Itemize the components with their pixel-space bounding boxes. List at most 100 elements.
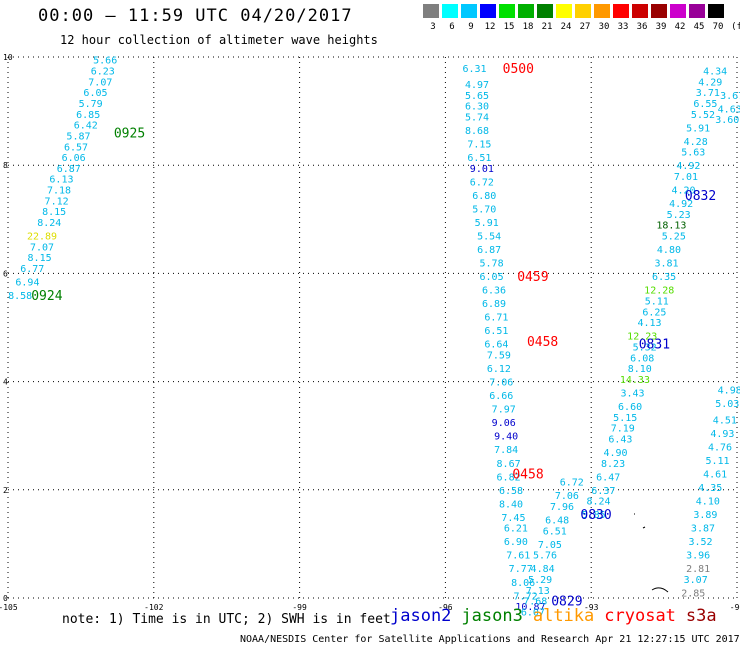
wave-height-value: 3.87	[691, 524, 715, 535]
wave-height-value: 6.36	[482, 286, 506, 297]
scale-swatch	[575, 4, 591, 18]
scale-label: 12	[484, 22, 496, 32]
wave-height-value: 12.23	[627, 332, 657, 343]
wave-height-value: 5.91	[475, 218, 499, 229]
wave-height-value: 4.90	[603, 448, 627, 459]
wave-height-value: 6.64	[484, 340, 508, 351]
wave-height-value: 8.68	[465, 126, 489, 137]
wave-height-value: 8.15	[28, 253, 52, 264]
pass-time-label: 0925	[114, 127, 145, 142]
wave-height-value: 6.05	[83, 88, 107, 99]
wave-height-value: 6.82	[497, 472, 521, 483]
legend-altika: altika	[532, 606, 595, 626]
wave-height-value: 7.96	[550, 502, 574, 513]
map-subtitle: 12 hour collection of altimeter wave hei…	[60, 33, 378, 47]
wave-height-value: 5.66	[93, 56, 117, 67]
coastline-fragment	[634, 513, 669, 593]
wave-height-value: 4.84	[531, 564, 555, 575]
wave-height-value: 4.35	[698, 483, 722, 494]
wave-height-value: 5.03	[715, 399, 739, 410]
scale-swatch	[708, 4, 724, 18]
wave-height-value: 6.35	[652, 272, 676, 283]
wave-height-value: 6.89	[482, 299, 506, 310]
wave-height-value: 6.12	[487, 364, 511, 375]
scale-swatch	[499, 4, 515, 18]
wave-height-value: 4.28	[684, 137, 708, 148]
scale-swatch	[613, 4, 629, 18]
x-tick-label: -105	[0, 603, 18, 612]
wave-height-value: 4.92	[676, 161, 700, 172]
wave-height-value: 5.54	[477, 232, 501, 243]
pass-time-label: 0829	[551, 595, 582, 610]
wave-height-value: 6.48	[545, 516, 569, 527]
wave-height-value: 6.85	[76, 110, 100, 121]
wave-height-value: 7.61	[506, 551, 530, 562]
wave-height-value: 4.93	[710, 429, 734, 440]
wave-height-value: 6.31	[463, 64, 487, 75]
wave-height-value: 9.01	[470, 164, 494, 175]
scale-swatch	[632, 4, 648, 18]
wave-height-value: 8.10	[628, 364, 652, 375]
wave-height-value: 6.60	[618, 402, 642, 413]
wave-height-value: 12.28	[644, 286, 674, 297]
pass-time-label: 0832	[685, 189, 716, 204]
wave-height-value: 7.15	[467, 140, 491, 151]
wave-height-value: 7.13	[526, 586, 550, 597]
wave-height-value: 5.32	[633, 342, 657, 353]
wave-height-value: 9.40	[494, 432, 518, 443]
scale-swatch	[461, 4, 477, 18]
wave-height-value: 5.29	[528, 575, 552, 586]
scale-swatch	[537, 4, 553, 18]
y-tick-label: 4	[3, 378, 8, 387]
wave-height-value: 6.47	[596, 472, 620, 483]
wave-height-value: 3.43	[620, 388, 644, 399]
wave-height-value: 6.87	[57, 164, 81, 175]
wave-height-value: 7.68	[523, 597, 547, 608]
wave-height-value: 8.67	[497, 459, 521, 470]
scale-swatch	[480, 4, 496, 18]
scale-swatch	[670, 4, 686, 18]
wave-height-value: 7.59	[487, 351, 511, 362]
wave-height-value: 6.25	[642, 307, 666, 318]
wave-height-value: 8.58	[8, 291, 32, 302]
scale-label: 27	[579, 22, 591, 32]
wave-height-value: 5.25	[662, 232, 686, 243]
wave-height-value: 7.45	[501, 513, 525, 524]
wave-height-value: 3.52	[689, 537, 713, 548]
wave-height-value: 5.11	[706, 456, 730, 467]
wave-height-value: 7.19	[611, 424, 635, 435]
scale-label: 70	[712, 22, 724, 32]
footer-credit: NOAA/NESDIS Center for Satellite Applica…	[240, 634, 740, 645]
scale-label: 9	[468, 22, 474, 32]
wave-height-value: 8.24	[37, 218, 61, 229]
wave-height-value: 6.71	[484, 313, 508, 324]
wave-height-value: 6.43	[608, 434, 632, 445]
pass-time-label: 0458	[527, 335, 558, 350]
y-tick-label: 6	[3, 269, 8, 278]
x-tick-label: -93	[584, 603, 599, 612]
wave-height-value: 6.21	[504, 524, 528, 535]
legend-s3a: s3a	[685, 606, 717, 626]
wave-height-value: 5.74	[465, 113, 489, 124]
scale-swatch	[594, 4, 610, 18]
scale-label: 15	[503, 22, 515, 32]
y-tick-label: 2	[3, 486, 8, 495]
wave-height-value: 3.60	[715, 115, 739, 126]
wave-height-value: 6.37	[591, 486, 615, 497]
map-title: 00:00 – 11:59 UTC 04/20/2017	[38, 6, 353, 26]
wave-height-value: 7.06	[555, 491, 579, 502]
wave-height-value: 6.08	[630, 353, 654, 364]
legend-jason2: jason2	[390, 606, 452, 626]
wave-height-value: 4.13	[637, 318, 661, 329]
wave-height-value: 7.01	[674, 172, 698, 183]
scale-label: 18	[522, 22, 534, 32]
scale-label: 36	[636, 22, 648, 32]
wave-height-value: 5.78	[480, 259, 504, 270]
wave-height-value: 7.05	[538, 540, 562, 551]
pass-time-label: 0500	[503, 62, 534, 77]
wave-height-value: 4.20	[671, 186, 695, 197]
wave-height-value: 8.40	[499, 499, 523, 510]
scale-label: 39	[655, 22, 667, 32]
wave-height-value: 6.87	[477, 245, 501, 256]
